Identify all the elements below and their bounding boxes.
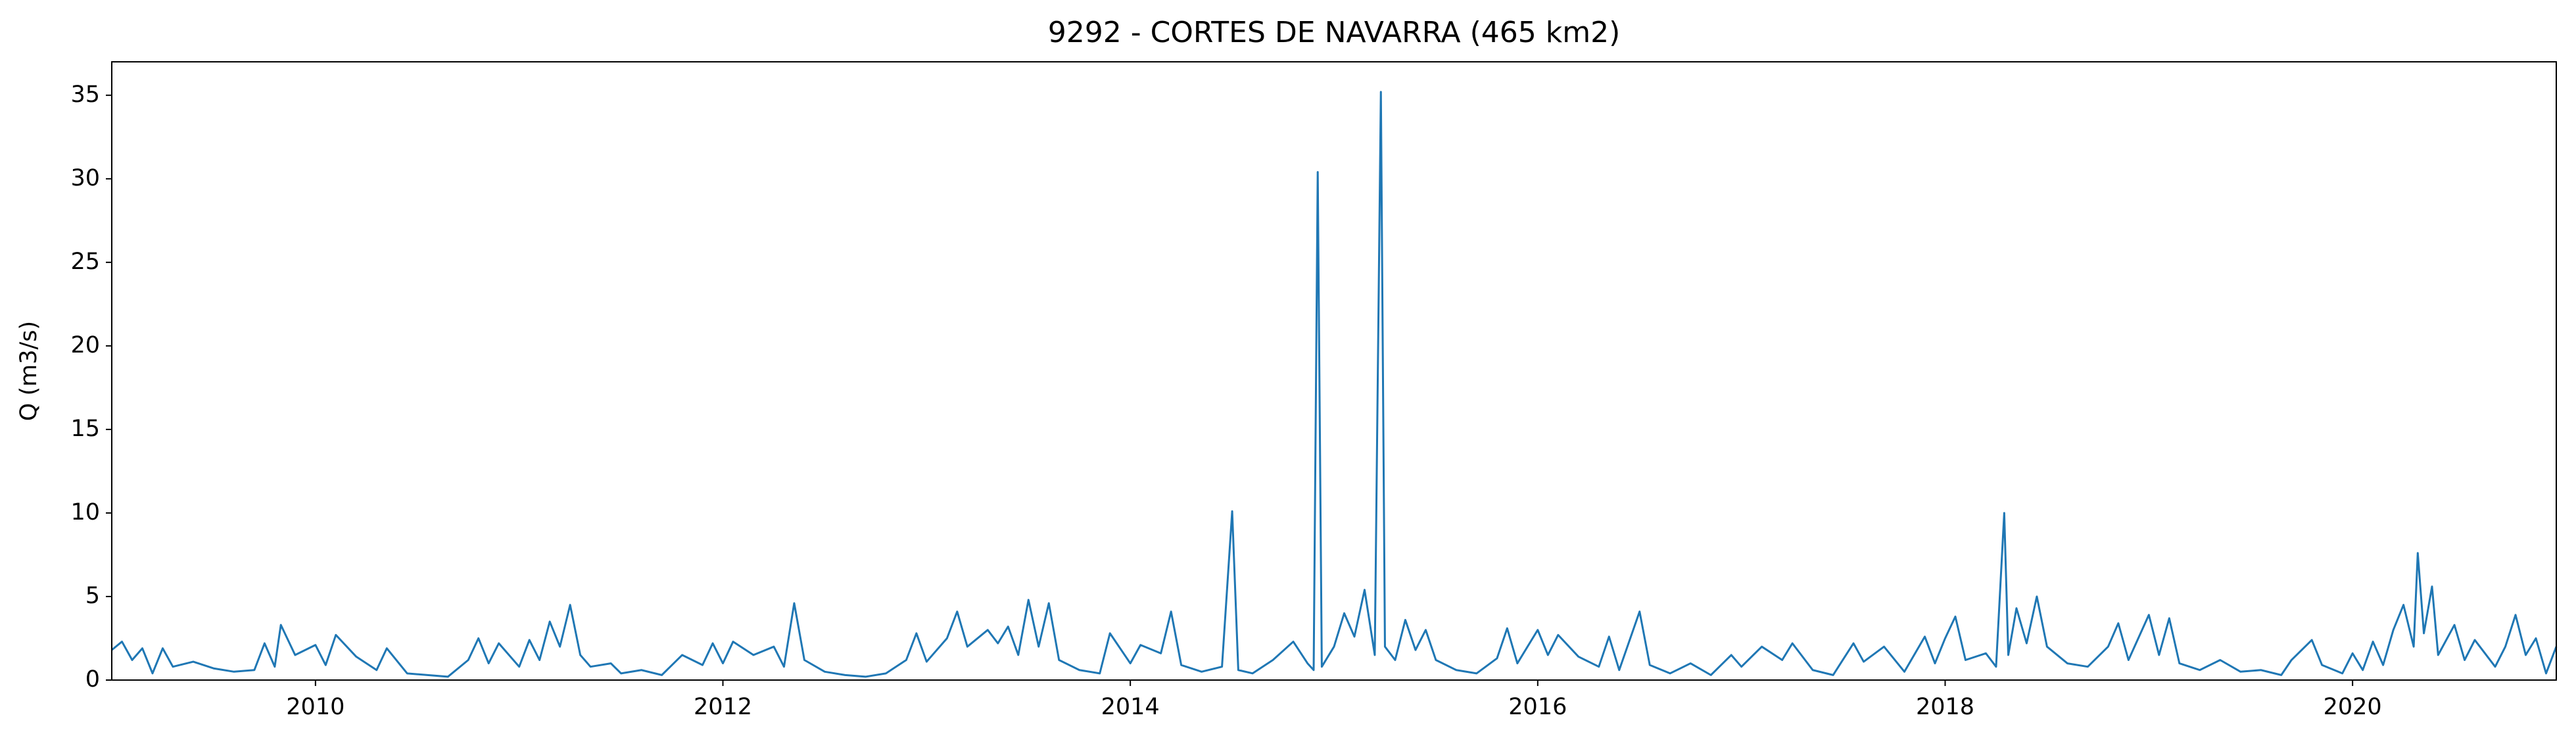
y-tick-label: 20 <box>70 332 100 358</box>
y-tick-label: 10 <box>70 499 100 526</box>
y-tick-label: 15 <box>70 416 100 442</box>
x-tick-label: 2010 <box>286 694 345 720</box>
axes-frame <box>111 61 2557 681</box>
x-tick-label: 2018 <box>1916 694 1974 720</box>
data-line <box>111 91 2558 678</box>
y-tick-label: 5 <box>85 583 100 609</box>
y-tick-label: 0 <box>85 666 100 693</box>
y-tick-label: 25 <box>70 249 100 275</box>
y-tick-label: 30 <box>70 165 100 191</box>
x-tick-label: 2020 <box>2324 694 2382 720</box>
y-tick-label: 35 <box>70 82 100 108</box>
y-axis-label: Q (m3/s) <box>16 321 42 421</box>
x-tick-label: 2014 <box>1101 694 1160 720</box>
x-tick-label: 2016 <box>1508 694 1567 720</box>
x-tick-label: 2012 <box>694 694 752 720</box>
chart-title: 9292 - CORTES DE NAVARRA (465 km2) <box>1048 16 1620 49</box>
